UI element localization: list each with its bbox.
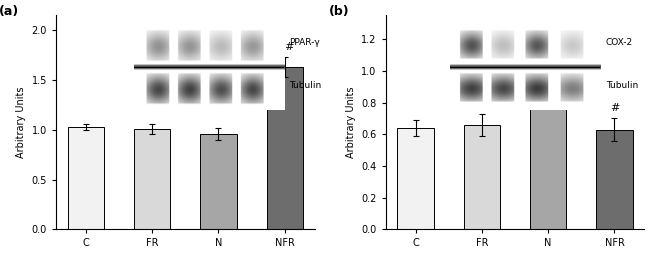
Y-axis label: Arbitrary Units: Arbitrary Units	[16, 87, 26, 158]
Bar	[266, 67, 303, 229]
Text: * #: * #	[276, 42, 294, 52]
Text: Tubulin: Tubulin	[606, 81, 638, 90]
Bar	[463, 125, 500, 229]
Bar	[596, 130, 632, 229]
Text: (b): (b)	[329, 5, 349, 18]
Bar	[397, 128, 434, 229]
Bar	[530, 85, 566, 229]
Text: PPAR-γ: PPAR-γ	[289, 38, 320, 47]
Bar	[200, 134, 237, 229]
Text: #: #	[610, 103, 619, 113]
Text: COX-2: COX-2	[606, 38, 632, 47]
Text: *: *	[545, 55, 551, 66]
Y-axis label: Arbitrary Units: Arbitrary Units	[346, 87, 356, 158]
Bar	[68, 127, 104, 229]
Text: (a): (a)	[0, 5, 20, 18]
Bar	[134, 129, 170, 229]
Text: Tubulin: Tubulin	[289, 81, 321, 90]
